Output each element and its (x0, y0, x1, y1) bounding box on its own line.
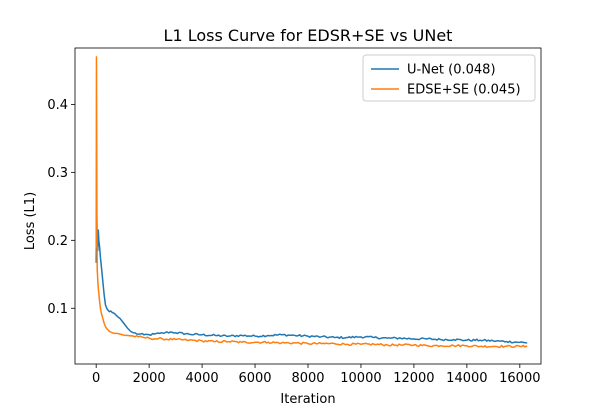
y-tick-label: 0.4 (47, 98, 68, 113)
series-line-1 (95, 56, 528, 349)
legend-label-1: EDSE+SE (0.045) (407, 83, 521, 98)
x-tick-label: 6000 (238, 371, 271, 386)
plot-area: 0 2000 4000 6000 8000 10000 12000 14000 16000 0.1… (47, 47, 542, 386)
x-tick-label: 14000 (446, 371, 487, 386)
x-axis-label: Iteration (280, 392, 335, 407)
x-tick-label: 10000 (340, 371, 381, 386)
x-tick-label: 4000 (186, 371, 219, 386)
series-line-0 (95, 212, 528, 344)
x-tick-label: 16000 (499, 371, 540, 386)
x-tick-label: 12000 (393, 371, 434, 386)
legend: U-Net (0.048) EDSE+SE (0.045) (362, 54, 536, 102)
y-tick-label: 0.1 (47, 302, 68, 317)
legend-label-0: U-Net (0.048) (407, 63, 496, 78)
chart-title: L1 Loss Curve for EDSR+SE vs UNet (164, 26, 453, 45)
legend-box (362, 54, 536, 102)
y-tick-label: 0.2 (47, 234, 68, 249)
y-axis-label: Loss (L1) (23, 192, 38, 250)
x-tick-label: 8000 (291, 371, 324, 386)
x-tick-label: 2000 (133, 371, 166, 386)
x-tick-label: 0 (92, 371, 100, 386)
y-tick-label: 0.3 (47, 166, 68, 181)
